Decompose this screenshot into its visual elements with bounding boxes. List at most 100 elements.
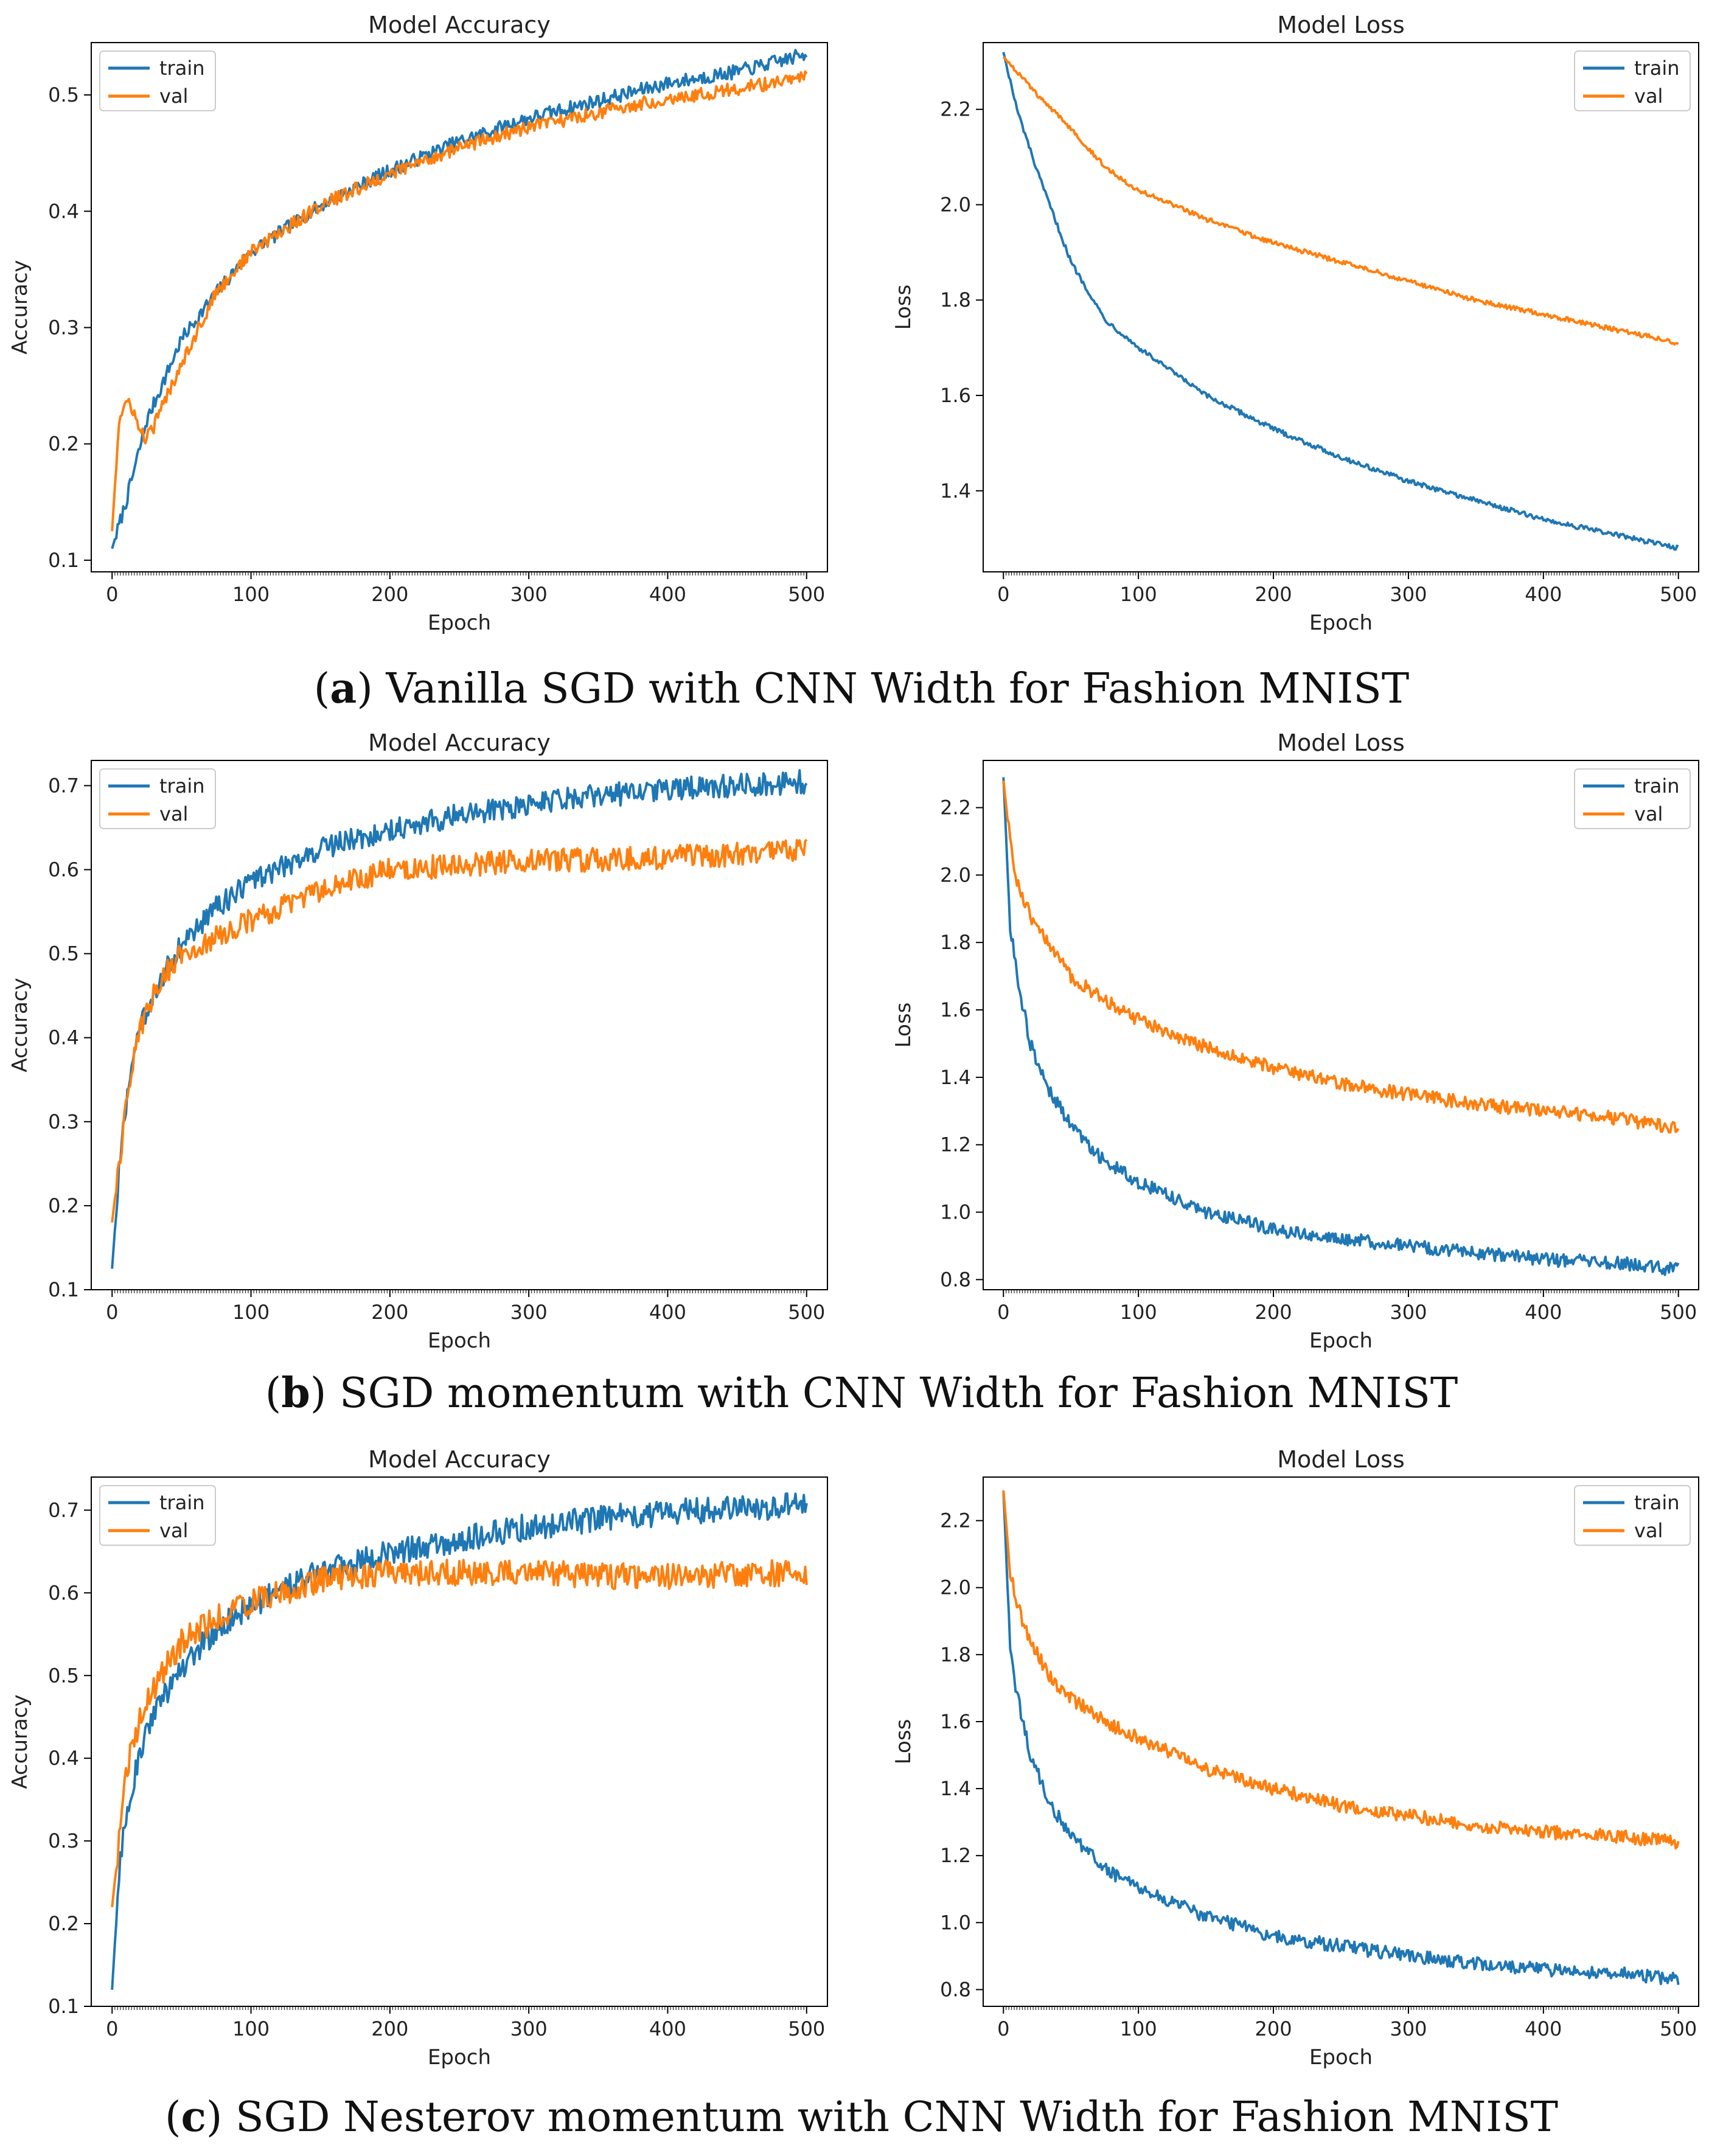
x-axis-label: Epoch: [428, 1329, 491, 1353]
caption-b: (b) SGD momentum with CNN Width for Fash…: [265, 1369, 1458, 1417]
series-line-train: [111, 49, 808, 549]
chart-a-acc: Model Accuracy 0 100 200 300 400 500 0.1 0.2 0.3 0…: [0, 0, 852, 645]
legend-label-val: val: [159, 1519, 188, 1542]
x-axis-label: Epoch: [1309, 611, 1373, 635]
x-tick-label: 400: [1525, 1301, 1562, 1324]
x-tick-label: 500: [788, 2017, 825, 2040]
caption-c: (c) SGD Nesterov momentum with CNN Width…: [164, 2093, 1559, 2141]
y-tick-label: 0.4: [48, 1747, 79, 1770]
y-tick-label: 0.2: [48, 1194, 79, 1217]
chart-title: Model Loss: [1277, 729, 1405, 756]
x-tick-label: 500: [788, 1301, 825, 1324]
series-line-val: [1002, 1490, 1680, 1849]
legend: train val: [1574, 768, 1691, 829]
caption-a: (a) Vanilla SGD with CNN Width for Fashi…: [313, 664, 1410, 713]
y-tick-label: 0.5: [48, 83, 79, 106]
y-tick-label: 0.5: [48, 942, 79, 965]
x-tick-label: 300: [1390, 1301, 1427, 1324]
series-line-train: [1002, 777, 1680, 1276]
x-tick-label: 0: [997, 1301, 1009, 1324]
y-tick-label: 2.0: [940, 863, 971, 886]
caption-a-letter: a: [330, 664, 357, 713]
series-line-val: [111, 1559, 808, 1908]
chart-svg: Model Loss 0 100 200 300 400 500 1.4 1.6 1.8 2.0 2.…: [891, 12, 1699, 635]
x-tick-label: 100: [232, 583, 270, 606]
legend-label-val: val: [159, 802, 188, 826]
y-tick-label: 1.0: [940, 1201, 971, 1224]
chart-title: Model Loss: [1277, 1446, 1405, 1473]
x-tick-label: 0: [106, 2017, 118, 2040]
chart-c-acc: Model Accuracy 0 100 200 300 400 500 0.1 0.2 0.3 0…: [0, 1434, 852, 2079]
plot-frame: [983, 1476, 1699, 2007]
plot-frame: [91, 760, 828, 1290]
series-line-train: [1002, 1490, 1680, 1986]
chart-b-loss: Model Loss 0 100 200 300 400 500 0.8 1.0 1.2 1.4 1.…: [861, 718, 1723, 1363]
x-axis-label: Epoch: [1309, 2045, 1373, 2070]
y-tick-label: 1.4: [940, 1777, 971, 1800]
y-axis-label: Accuracy: [8, 978, 32, 1072]
legend-label-val: val: [1634, 1519, 1663, 1542]
x-tick-label: 0: [106, 583, 118, 606]
x-axis-label: Epoch: [428, 2045, 491, 2070]
x-axis-label: Epoch: [1309, 1329, 1373, 1353]
y-tick-label: 1.8: [940, 288, 971, 311]
legend-label-val: val: [1634, 85, 1663, 108]
chart-svg: Model Accuracy 0 100 200 300 400 500 0.1 0.2 0.3 0…: [8, 12, 828, 635]
y-axis-label: Accuracy: [8, 260, 32, 354]
y-axis-label: Loss: [891, 1719, 916, 1765]
legend-label-val: val: [1634, 802, 1663, 826]
y-tick-label: 0.2: [48, 433, 79, 456]
x-tick-label: 0: [997, 583, 1009, 606]
legend-label-train: train: [159, 774, 204, 798]
caption-c-text: SGD Nesterov momentum with CNN Width for…: [235, 2093, 1559, 2141]
caption-b-letter: b: [281, 1369, 310, 1417]
chart-title: Model Accuracy: [368, 12, 551, 38]
legend: train val: [99, 1485, 216, 1546]
y-tick-label: 0.7: [48, 1498, 79, 1521]
x-tick-label: 200: [1255, 2017, 1292, 2040]
x-tick-label: 400: [649, 1301, 686, 1324]
x-tick-label: 200: [1255, 1301, 1292, 1324]
y-tick-label: 0.8: [940, 1978, 971, 2001]
x-tick-label: 200: [371, 1301, 408, 1324]
y-tick-label: 2.0: [940, 193, 971, 216]
chart-svg: Model Accuracy 0 100 200 300 400 500 0.1 0.2 0.3 0…: [8, 729, 828, 1353]
legend-label-train: train: [1634, 1491, 1679, 1514]
y-tick-label: 0.2: [48, 1912, 79, 1935]
y-tick-label: 1.6: [940, 998, 971, 1021]
x-tick-label: 400: [649, 2017, 686, 2040]
y-tick-label: 0.3: [48, 1110, 79, 1133]
y-axis-label: Loss: [891, 1003, 916, 1048]
chart-svg: Model Loss 0 100 200 300 400 500 0.8 1.0 1.2 1.4 1.…: [891, 1446, 1699, 2070]
y-tick-label: 0.3: [48, 1829, 79, 1852]
y-tick-label: 2.2: [940, 1509, 971, 1532]
legend: train val: [1574, 50, 1691, 111]
x-tick-label: 300: [510, 1301, 548, 1324]
y-tick-label: 1.2: [940, 1133, 971, 1156]
series-line-val: [111, 838, 808, 1223]
chart-svg: Model Accuracy 0 100 200 300 400 500 0.1 0.2 0.3 0…: [8, 1446, 828, 2070]
x-tick-label: 300: [510, 2017, 548, 2040]
legend-label-train: train: [159, 57, 204, 80]
y-tick-label: 1.2: [940, 1844, 971, 1867]
legend: train val: [99, 50, 216, 111]
y-tick-label: 2.0: [940, 1576, 971, 1599]
y-tick-label: 1.4: [940, 1066, 971, 1089]
chart-b-acc: Model Accuracy 0 100 200 300 400 500 0.1 0.2 0.3 0…: [0, 718, 852, 1363]
caption-b-text: SGD momentum with CNN Width for Fashion …: [339, 1369, 1458, 1417]
x-tick-label: 400: [649, 583, 686, 606]
x-tick-label: 200: [1255, 583, 1292, 606]
series-line-val: [1002, 780, 1680, 1134]
y-tick-label: 0.7: [48, 774, 79, 797]
x-tick-label: 400: [1525, 583, 1562, 606]
y-tick-label: 1.4: [940, 479, 971, 502]
y-tick-label: 2.2: [940, 98, 971, 121]
caption-c-letter: c: [181, 2093, 206, 2141]
legend-label-train: train: [1634, 57, 1679, 80]
y-tick-label: 1.8: [940, 1643, 971, 1666]
plot-frame: [91, 1476, 828, 2007]
x-tick-label: 500: [788, 583, 825, 606]
y-tick-label: 2.2: [940, 796, 971, 819]
y-tick-label: 1.0: [940, 1911, 971, 1934]
y-tick-label: 0.6: [48, 858, 79, 882]
